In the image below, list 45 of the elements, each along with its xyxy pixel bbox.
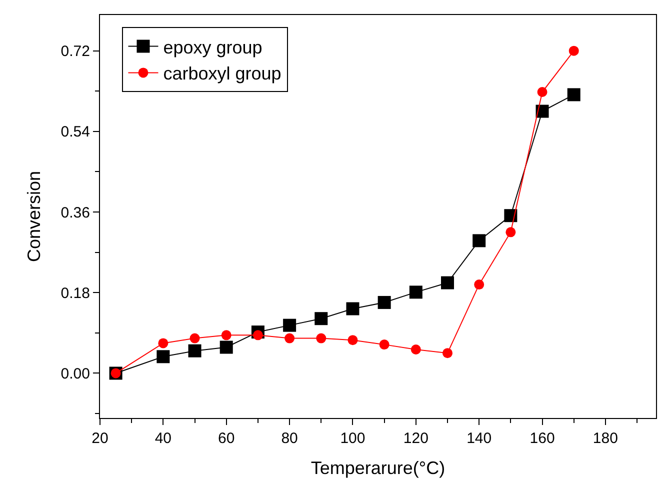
point [220,340,233,354]
point [156,350,170,364]
point [284,333,295,344]
x-tick-label: 160 [530,430,555,447]
point [410,344,421,354]
point [536,104,549,118]
y-tick-label: 0.72 [60,43,90,60]
y-tick-label: 0.00 [60,365,90,382]
point [441,276,454,290]
point [190,333,200,344]
point [409,286,422,299]
point [316,333,326,344]
point [504,209,518,222]
point [442,348,452,358]
point [474,280,484,290]
point [348,335,358,346]
x-tick-label: 140 [466,430,492,447]
y-tick-label: 0.36 [60,204,90,222]
x-tick-label: 60 [218,430,235,447]
y-tick-label: 0.54 [60,124,90,141]
point [379,340,390,350]
legend-label: epoxy group [163,37,262,58]
point [221,330,232,340]
x-tick-label: 80 [281,430,298,447]
point [472,234,486,248]
point [283,318,296,332]
x-tick-label: 180 [592,430,618,447]
y-axis-title: Conversion [24,170,44,262]
point [506,227,516,238]
point [188,344,202,358]
point [378,296,391,309]
x-tick-label: 100 [340,430,366,447]
x-tick-label: 40 [154,430,172,447]
point [158,338,168,348]
point [537,87,548,98]
x-tick-label: 20 [92,430,108,447]
point [314,312,328,326]
y-tick-label: 0.18 [60,284,90,302]
legend-label: carboxyl group [163,64,282,84]
point [346,302,360,316]
point [252,330,263,340]
point [567,88,580,102]
x-axis-title: Temperarure(°C) [310,458,446,478]
x-tick-label: 120 [403,430,428,447]
point [568,46,579,56]
